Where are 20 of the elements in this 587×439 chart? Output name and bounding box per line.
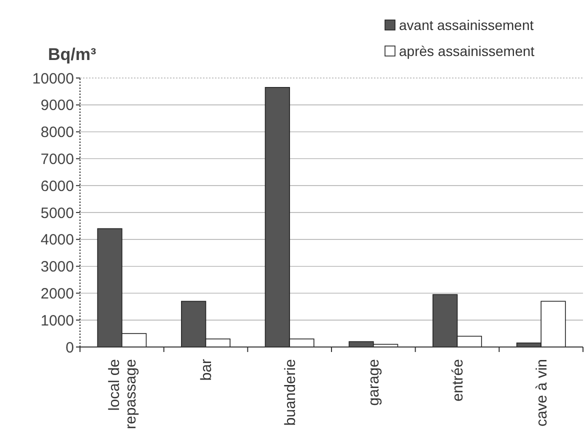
y-tick-label: 6000: [40, 178, 74, 195]
y-tick-label: 5000: [40, 204, 74, 222]
x-tick-label: entrée: [450, 359, 466, 402]
legend-label: après assainissement: [399, 42, 535, 59]
x-tick-label: buanderie: [282, 359, 299, 426]
y-tick-label: 3000: [40, 258, 74, 276]
legend-label: avant assainissement: [399, 16, 534, 33]
x-tick-label: cave à vin: [533, 359, 550, 427]
y-tick-label: 1000: [40, 312, 74, 330]
y-tick-label: 4000: [40, 232, 74, 249]
x-tick-label: garage: [366, 359, 383, 406]
y-axis-title: Bq/m³: [48, 45, 96, 64]
x-tick-label: local de repassage: [106, 359, 140, 430]
y-tick-label: 0: [66, 339, 74, 356]
y-tick-label: 9000: [40, 97, 74, 114]
y-tick-label: 10000: [32, 70, 74, 88]
y-tick-label: 2000: [40, 285, 74, 302]
x-tick-label: bar: [198, 359, 215, 381]
y-tick-label: 8000: [40, 124, 74, 142]
y-tick-label: 7000: [40, 150, 74, 168]
